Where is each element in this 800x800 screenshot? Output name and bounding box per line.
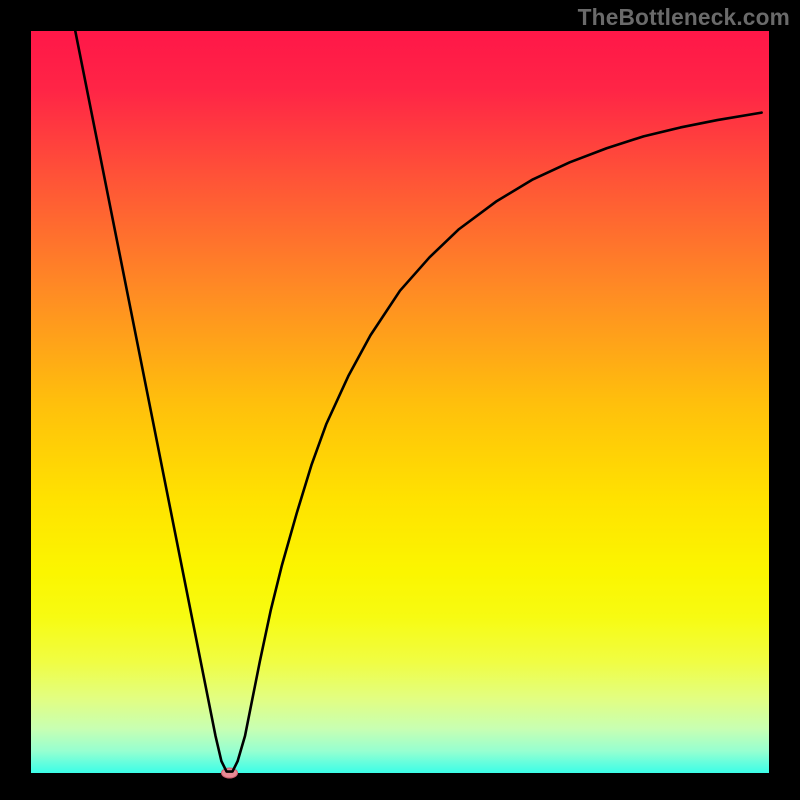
optimum-marker bbox=[222, 768, 238, 778]
plot-background bbox=[31, 31, 769, 773]
chart-svg bbox=[0, 0, 800, 800]
bottleneck-chart: TheBottleneck.com bbox=[0, 0, 800, 800]
attribution-label: TheBottleneck.com bbox=[578, 4, 790, 31]
